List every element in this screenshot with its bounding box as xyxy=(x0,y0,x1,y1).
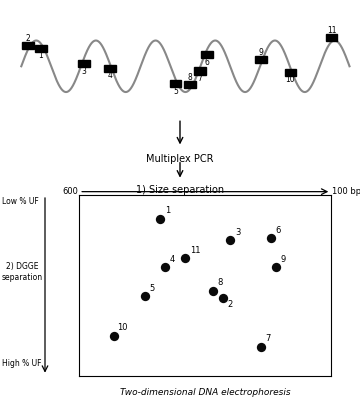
Bar xyxy=(325,34,337,41)
Text: 4: 4 xyxy=(108,71,112,81)
Text: 6: 6 xyxy=(204,58,209,67)
Bar xyxy=(22,42,34,49)
Bar xyxy=(194,68,206,75)
Text: 9: 9 xyxy=(258,48,263,57)
Point xyxy=(273,264,279,271)
Bar xyxy=(78,60,90,67)
Point xyxy=(228,237,233,244)
Text: 5: 5 xyxy=(150,283,155,293)
Point xyxy=(112,332,117,339)
Text: 600: 600 xyxy=(62,187,78,196)
Point xyxy=(157,215,163,222)
Bar xyxy=(170,80,181,88)
Point xyxy=(142,293,148,300)
Text: 8: 8 xyxy=(218,278,223,287)
Text: 9: 9 xyxy=(281,255,286,264)
Bar xyxy=(284,69,296,76)
Text: Low % UF: Low % UF xyxy=(2,197,39,206)
Bar xyxy=(184,81,196,88)
Text: 5: 5 xyxy=(173,87,178,96)
Text: 2: 2 xyxy=(228,300,233,309)
Point xyxy=(210,288,216,294)
Text: 10: 10 xyxy=(117,323,127,332)
Text: Multiplex PCR: Multiplex PCR xyxy=(146,154,214,164)
Text: 7: 7 xyxy=(198,74,203,83)
Text: 1: 1 xyxy=(165,206,170,215)
Text: 100 bp: 100 bp xyxy=(333,187,360,196)
Text: 4: 4 xyxy=(170,255,175,264)
Bar xyxy=(201,51,213,58)
Point xyxy=(182,255,188,261)
Text: 2: 2 xyxy=(26,34,30,43)
Point xyxy=(162,264,168,271)
Bar xyxy=(104,65,116,72)
Point xyxy=(220,295,226,301)
Text: 3: 3 xyxy=(81,67,86,76)
Point xyxy=(258,343,264,350)
Text: 10: 10 xyxy=(285,76,295,85)
Text: 1) Size separation: 1) Size separation xyxy=(136,185,224,195)
Text: 8: 8 xyxy=(188,73,193,82)
Bar xyxy=(35,44,47,52)
Text: 11: 11 xyxy=(190,246,201,255)
Text: 3: 3 xyxy=(235,227,241,237)
Point xyxy=(268,235,274,242)
Text: 2) DGGE
separation: 2) DGGE separation xyxy=(2,262,43,281)
Bar xyxy=(255,56,267,63)
Text: 7: 7 xyxy=(266,334,271,343)
Text: 11: 11 xyxy=(327,26,336,35)
Text: 1: 1 xyxy=(39,51,43,60)
Text: Two-dimensional DNA electrophoresis: Two-dimensional DNA electrophoresis xyxy=(120,388,291,397)
Text: High % UF: High % UF xyxy=(2,359,41,368)
Text: 6: 6 xyxy=(276,226,281,235)
